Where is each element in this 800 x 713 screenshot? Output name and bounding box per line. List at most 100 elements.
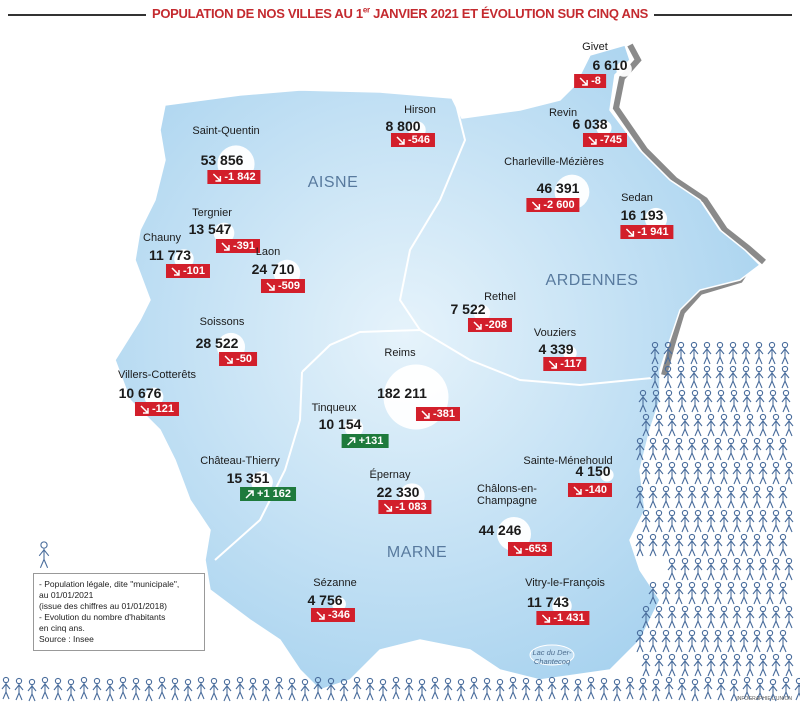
person-arm bbox=[697, 468, 703, 475]
trend-arrow bbox=[541, 613, 551, 623]
person-head bbox=[772, 413, 780, 421]
person-arm bbox=[31, 685, 37, 692]
person-head bbox=[727, 533, 735, 541]
person-leg bbox=[158, 691, 163, 700]
person-head bbox=[704, 389, 712, 397]
person-arm bbox=[772, 396, 778, 403]
person-arm bbox=[226, 685, 232, 692]
person-leg bbox=[749, 620, 754, 629]
person-leg bbox=[460, 693, 465, 702]
trend-arrow bbox=[513, 544, 522, 554]
person-arm bbox=[658, 612, 664, 619]
person-icon bbox=[38, 541, 50, 569]
change-value: +1 162 bbox=[257, 488, 291, 500]
change-value: -1 842 bbox=[224, 171, 256, 183]
person-head bbox=[67, 678, 75, 686]
person-head bbox=[665, 389, 673, 397]
person-head bbox=[639, 389, 647, 397]
person-leg bbox=[41, 691, 46, 700]
person-leg bbox=[701, 644, 706, 653]
person-icon bbox=[745, 653, 755, 677]
person-head bbox=[340, 678, 348, 686]
person-leg bbox=[759, 404, 764, 413]
person-head bbox=[652, 389, 660, 397]
person-arm bbox=[639, 540, 645, 547]
person-leg bbox=[729, 380, 734, 389]
person-icon bbox=[534, 678, 544, 702]
person-arm bbox=[447, 684, 453, 691]
person-head bbox=[729, 365, 737, 373]
region-border bbox=[214, 371, 303, 561]
city-name: Reims bbox=[384, 347, 416, 359]
person-arm bbox=[758, 348, 764, 355]
person-head bbox=[636, 533, 644, 541]
person-head bbox=[694, 413, 702, 421]
person-head bbox=[714, 581, 722, 589]
person-head bbox=[106, 678, 114, 686]
person-arm bbox=[758, 660, 764, 667]
person-head bbox=[651, 365, 659, 373]
person-icon bbox=[261, 678, 271, 702]
region-label: MARNE bbox=[386, 544, 448, 561]
person-arm bbox=[667, 468, 673, 475]
trend-arrow bbox=[212, 172, 222, 182]
person-arm bbox=[756, 540, 762, 547]
person-arm bbox=[719, 564, 725, 571]
person-head bbox=[649, 437, 657, 445]
person-leg bbox=[304, 693, 309, 702]
person-icon bbox=[729, 678, 739, 702]
person-icon bbox=[700, 581, 710, 605]
person-head bbox=[703, 341, 711, 349]
person-icon bbox=[326, 677, 336, 701]
person-arm bbox=[652, 540, 658, 547]
person-head bbox=[678, 389, 686, 397]
person-leg bbox=[684, 476, 689, 485]
city-name: Sedan bbox=[621, 192, 653, 204]
person-leg bbox=[733, 476, 738, 485]
person-leg bbox=[701, 596, 706, 605]
person-leg bbox=[733, 668, 738, 677]
person-arm bbox=[780, 348, 786, 355]
person-arm bbox=[1, 683, 7, 690]
person-head bbox=[353, 676, 361, 684]
person-head bbox=[668, 653, 676, 661]
person-arm bbox=[443, 684, 449, 691]
change-value: -140 bbox=[584, 484, 608, 496]
person-arm bbox=[469, 683, 475, 690]
person-arm bbox=[700, 492, 706, 499]
person-leg bbox=[769, 693, 774, 702]
change-badge: -381 bbox=[415, 407, 461, 421]
person-arm bbox=[694, 396, 700, 403]
person-leg bbox=[457, 693, 462, 702]
person-leg bbox=[652, 644, 657, 653]
trend-arrow bbox=[421, 409, 430, 419]
person-leg bbox=[668, 620, 673, 629]
person-arm bbox=[667, 372, 673, 379]
person-head bbox=[785, 461, 793, 469]
person-arm bbox=[717, 540, 723, 547]
person-leg bbox=[548, 691, 553, 700]
person-icon bbox=[755, 677, 765, 701]
person-leg bbox=[746, 668, 751, 677]
person-arm bbox=[697, 420, 703, 427]
person-leg bbox=[714, 500, 719, 509]
person-head bbox=[649, 485, 657, 493]
person-arm bbox=[495, 685, 501, 692]
person-leg bbox=[694, 620, 699, 629]
person-head bbox=[727, 629, 735, 637]
person-arm bbox=[560, 684, 566, 691]
city-name: Château-Thierry bbox=[200, 455, 280, 467]
person-arm bbox=[641, 468, 647, 475]
person-arm bbox=[326, 684, 332, 691]
person-icon bbox=[700, 533, 710, 557]
person-arm bbox=[716, 684, 722, 691]
person-leg bbox=[746, 572, 751, 581]
person-leg bbox=[96, 692, 101, 701]
person-leg bbox=[766, 548, 771, 557]
person-head bbox=[668, 413, 676, 421]
trend-arrow bbox=[266, 281, 275, 291]
person-arm bbox=[781, 396, 787, 403]
person-arm bbox=[590, 683, 596, 690]
person-leg bbox=[57, 692, 62, 701]
